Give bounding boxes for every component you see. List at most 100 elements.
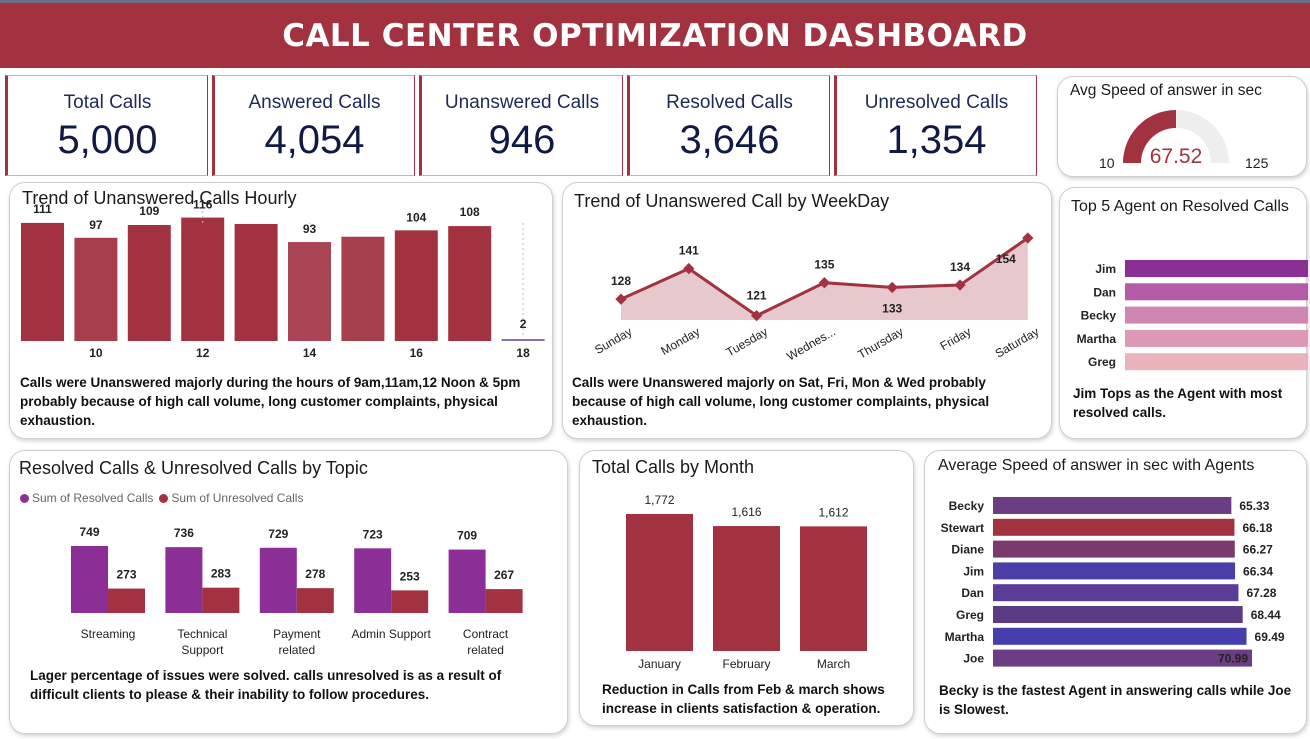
hourly-tick-label: 16: [410, 346, 424, 360]
weekday-data-label: 141: [679, 244, 699, 258]
speed-bar: [993, 584, 1239, 602]
month-tick-label: March: [817, 657, 850, 671]
month-bar: [713, 526, 780, 651]
month-data-label: 1,772: [644, 493, 674, 507]
top5-agent-label: Greg: [1088, 355, 1116, 369]
topic-tick-label: Support: [181, 643, 224, 657]
month-title: Total Calls by Month: [592, 457, 755, 477]
top5-bar: [1125, 329, 1308, 347]
hourly-bar: [394, 230, 438, 341]
topic-data-label: 723: [363, 527, 383, 541]
gauge-card: Avg Speed of answer in sec 10 125 67.52: [1057, 76, 1307, 177]
hourly-data-label: 109: [139, 204, 159, 218]
weekday-tick-label: Saturday: [993, 324, 1042, 360]
topic-bar: [108, 588, 145, 613]
kpi-unanswered-calls: Unanswered Calls 946: [419, 75, 623, 176]
hourly-bar: [288, 242, 331, 341]
month-data-label: 1,616: [731, 505, 761, 519]
weekday-title: Trend of Unanswered Call by WeekDay: [574, 191, 890, 211]
hourly-bar: [501, 339, 545, 341]
hourly-bar: [341, 236, 385, 341]
weekday-tick-label: Sunday: [592, 324, 634, 356]
topic-data-label: 709: [457, 529, 477, 543]
month-tick-label: February: [722, 657, 770, 671]
hourly-card: Trend of Unanswered Calls Hourly 111 97 10…: [9, 182, 553, 439]
weekday-tick-label: Tuesday: [724, 324, 770, 359]
gauge-chart: 10 125 67.52: [1099, 110, 1269, 171]
top5-agent-label: Dan: [1093, 285, 1116, 299]
gauge-track: [1176, 110, 1229, 163]
topic-bar: [296, 588, 334, 613]
hourly-data-label: 104: [406, 210, 426, 224]
topic-bar: [259, 547, 297, 613]
speed-agent-label: Jim: [963, 564, 984, 578]
speed-bar: [993, 606, 1243, 623]
page-title: CALL CENTER OPTIMIZATION DASHBOARD: [282, 17, 1028, 54]
topic-bar: [391, 590, 429, 613]
speed-bar: [993, 627, 1247, 645]
topic-data-label: 267: [494, 568, 514, 582]
gauge-value: 67.52: [1150, 145, 1203, 168]
topic-data-label: 729: [268, 527, 288, 541]
weekday-area: [621, 238, 1028, 320]
topic-legend: Sum of Resolved Calls Sum of Unresolved …: [20, 491, 303, 505]
hourly-data-label: 116: [193, 198, 213, 212]
hourly-title: Trend of Unanswered Calls Hourly: [22, 188, 297, 208]
hourly-bar: [234, 223, 278, 341]
speed-agent-label: Dan: [961, 586, 984, 600]
weekday-tick-label: Monday: [658, 324, 702, 357]
top5-card: Top 5 Agent on Resolved Calls Jim485Dan4…: [1059, 187, 1308, 439]
speed-agent-label: Becky: [949, 499, 985, 513]
weekday-data-label: 135: [814, 258, 834, 272]
hourly-tick-label: 18: [516, 346, 530, 360]
speed-value-label: 66.34: [1243, 564, 1273, 578]
month-bar: [800, 526, 867, 651]
speed-agent-label: Greg: [956, 608, 984, 622]
topic-tick-label: Contract: [463, 627, 509, 641]
speed-agent-label: Stewart: [941, 521, 984, 535]
top5-agent-label: Jim: [1095, 262, 1116, 276]
hourly-bar: [127, 225, 171, 341]
topic-bar: [485, 589, 523, 613]
hourly-bar: [181, 217, 225, 341]
speed-bar: [993, 540, 1235, 558]
weekday-tick-label: Friday: [938, 324, 974, 353]
gauge-title: Avg Speed of answer in sec: [1070, 82, 1262, 99]
top5-bar: [1125, 306, 1308, 324]
topic-tick-label: Streaming: [81, 627, 136, 641]
speed-bar: [993, 649, 1252, 667]
speed-agent-label: Joe: [963, 652, 984, 666]
kpi-resolved-calls: Resolved Calls 3,646: [627, 75, 830, 176]
topic-title: Resolved Calls & Unresolved Calls by Top…: [19, 458, 368, 478]
hourly-note: Calls were Unanswered majorly during the…: [20, 375, 521, 428]
speed-card: Average Speed of answer in sec with Agen…: [924, 450, 1307, 734]
month-bar: [626, 514, 693, 651]
hourly-data-label: 97: [89, 218, 103, 232]
month-chart: 1,772 January 1,616 February 1,612 March: [626, 493, 867, 671]
speed-value-label: 69.49: [1255, 630, 1285, 644]
dashboard-header: CALL CENTER OPTIMIZATION DASHBOARD: [0, 0, 1310, 68]
topic-data-label: 283: [211, 567, 231, 581]
weekday-chart: 128 Sunday 141 Monday 121 Tuesday 135 Wednes...…: [592, 232, 1042, 364]
weekday-point: [615, 293, 627, 305]
topic-data-label: 749: [79, 525, 99, 539]
weekday-data-label: 128: [611, 274, 631, 288]
hourly-bar: [21, 222, 64, 341]
weekday-note: Calls were Unanswered majorly on Sat, Fr…: [572, 375, 990, 428]
weekday-data-label: 134: [950, 260, 970, 274]
hourly-data-label: 108: [460, 205, 480, 219]
legend-resolved-marker: [20, 493, 29, 503]
topic-tick-label: related: [467, 643, 504, 657]
weekday-point: [750, 309, 763, 322]
legend-unresolved-marker: [159, 493, 169, 503]
kpi-value: 4,054: [264, 118, 365, 162]
hourly-data-label: 111: [33, 202, 52, 216]
top5-agent-label: Becky: [1081, 309, 1117, 323]
kpi-value: 5,000: [57, 118, 158, 162]
top5-chart: Jim485Dan471Becky462Martha461Greg455: [1077, 260, 1308, 371]
hourly-tick-label: 14: [303, 346, 317, 360]
weekday-data-label: 121: [747, 289, 767, 303]
hourly-data-label: 2: [520, 317, 527, 331]
month-tick-label: January: [638, 657, 681, 671]
kpi-label: Answered Calls: [248, 92, 381, 113]
